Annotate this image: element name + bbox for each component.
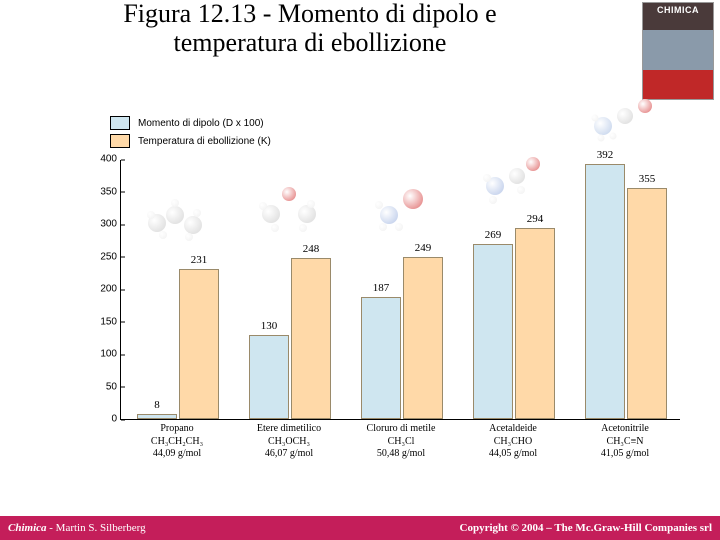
compound-formula: CH₃Cl: [346, 436, 456, 449]
footer-book: Chimica: [8, 522, 47, 534]
x-label: PropanoCH₃CH₂CH₃44,09 g/mol: [122, 419, 232, 461]
compound-formula: CH₃OCH₃: [234, 436, 344, 449]
atom: [259, 202, 267, 210]
atom: [282, 187, 296, 201]
legend-swatch-dipole: [110, 116, 130, 130]
compound-name: Propano: [122, 423, 232, 436]
atom: [526, 157, 540, 171]
y-tick: 250: [89, 251, 121, 262]
atom: [375, 201, 383, 209]
legend-swatch-boil: [110, 134, 130, 148]
y-tick: 350: [89, 186, 121, 197]
figure-title: Figura 12.13 - Momento di dipolo e tempe…: [60, 0, 560, 57]
bar-dipole: 392: [585, 164, 625, 419]
molecule-icon: [257, 184, 321, 240]
bar-chart: 0501001502002503003504008231PropanoCH₃CH…: [80, 160, 680, 460]
atom: [509, 168, 525, 184]
book-cover-thumbnail: [642, 2, 714, 100]
atom: [489, 196, 497, 204]
molecule-icon: [369, 183, 433, 239]
footer-author: - Martin S. Silberberg: [47, 522, 146, 534]
bar-value-dipole: 8: [138, 399, 176, 411]
compound-name: Acetonitrile: [570, 423, 680, 436]
compound-molarmass: 44,05 g/mol: [458, 448, 568, 461]
legend: Momento di dipolo (D x 100) Temperatura …: [110, 116, 271, 152]
y-tick: 0: [89, 414, 121, 425]
x-label: Etere dimetilicoCH₃OCH₃46,07 g/mol: [234, 419, 344, 461]
compound-molarmass: 50,48 g/mol: [346, 448, 456, 461]
bar-boil: 294: [515, 228, 555, 419]
atom: [617, 108, 633, 124]
legend-item-dipole: Momento di dipolo (D x 100): [110, 116, 271, 130]
legend-label-dipole: Momento di dipolo (D x 100): [138, 118, 264, 129]
atom: [171, 199, 179, 207]
y-tick: 50: [89, 381, 121, 392]
bar-dipole: 269: [473, 244, 513, 419]
compound-name: Etere dimetilico: [234, 423, 344, 436]
atom: [483, 174, 491, 182]
atom: [193, 209, 201, 217]
footer-bar: Chimica - Martin S. Silberberg Copyright…: [0, 516, 720, 540]
bar-value-boil: 249: [404, 242, 442, 254]
molecule-icon: [481, 154, 545, 210]
bar-value-boil: 248: [292, 243, 330, 255]
atom: [147, 211, 155, 219]
x-label: AcetaldeideCH₃CHO44,05 g/mol: [458, 419, 568, 461]
plot-area: 0501001502002503003504008231PropanoCH₃CH…: [120, 160, 680, 420]
bar-boil: 249: [403, 257, 443, 419]
compound-molarmass: 46,07 g/mol: [234, 448, 344, 461]
bar-value-dipole: 269: [474, 229, 512, 241]
footer-left: Chimica - Martin S. Silberberg: [8, 522, 146, 534]
y-tick: 100: [89, 349, 121, 360]
bar-dipole: 130: [249, 335, 289, 420]
atom: [380, 206, 398, 224]
atom: [299, 224, 307, 232]
compound-molarmass: 41,05 g/mol: [570, 448, 680, 461]
compound-molarmass: 44,09 g/mol: [122, 448, 232, 461]
molecule-icon: [145, 195, 209, 251]
atom: [159, 231, 167, 239]
molecule-icon: [593, 90, 657, 146]
compound-formula: CH₃CH₂CH₃: [122, 436, 232, 449]
atom: [395, 223, 403, 231]
legend-item-boil: Temperatura di ebollizione (K): [110, 134, 271, 148]
y-tick: 200: [89, 284, 121, 295]
atom: [271, 224, 279, 232]
atom: [379, 223, 387, 231]
atom: [403, 189, 423, 209]
bar-value-dipole: 187: [362, 282, 400, 294]
x-label: AcetonitrileCH₃C≡N41,05 g/mol: [570, 419, 680, 461]
atom: [185, 233, 193, 241]
compound-name: Acetaldeide: [458, 423, 568, 436]
compound-formula: CH₃C≡N: [570, 436, 680, 449]
bar-value-dipole: 392: [586, 149, 624, 161]
y-tick: 400: [89, 154, 121, 165]
y-tick: 150: [89, 316, 121, 327]
bar-boil: 355: [627, 188, 667, 419]
atom: [298, 205, 316, 223]
bar-dipole: 187: [361, 297, 401, 419]
compound-name: Cloruro di metile: [346, 423, 456, 436]
y-tick: 300: [89, 219, 121, 230]
atom: [184, 216, 202, 234]
atom: [610, 133, 617, 140]
atom: [166, 206, 184, 224]
atom: [517, 186, 525, 194]
bar-value-boil: 231: [180, 254, 218, 266]
x-label: Cloruro di metileCH₃Cl50,48 g/mol: [346, 419, 456, 461]
bar-boil: 231: [179, 269, 219, 419]
bar-value-dipole: 130: [250, 320, 288, 332]
bar-value-boil: 294: [516, 213, 554, 225]
bar-boil: 248: [291, 258, 331, 419]
atom: [307, 200, 315, 208]
atom: [598, 135, 605, 142]
footer-copyright: Copyright © 2004 – The Mc.Graw-Hill Comp…: [460, 522, 712, 534]
legend-label-boil: Temperatura di ebollizione (K): [138, 136, 271, 147]
atom: [592, 115, 599, 122]
compound-formula: CH₃CHO: [458, 436, 568, 449]
bar-value-boil: 355: [628, 173, 666, 185]
atom: [638, 99, 652, 113]
